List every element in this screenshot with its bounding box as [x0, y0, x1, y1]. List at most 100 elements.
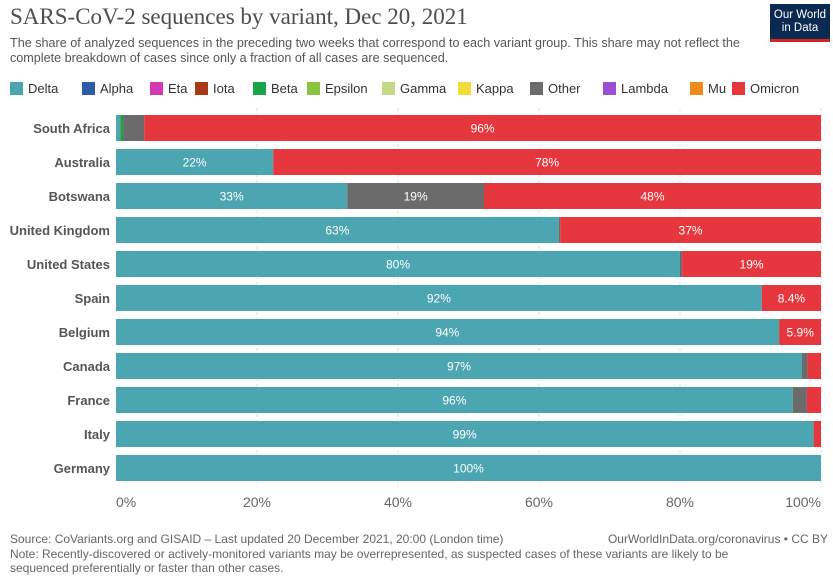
bar-segment-omicron	[761, 285, 821, 311]
legend-label: Beta	[271, 81, 298, 96]
x-tick-label: 0%	[116, 494, 136, 510]
legend-item-lambda[interactable]: Lambda	[603, 81, 668, 96]
data-label: 78%	[535, 156, 559, 170]
data-label: 80%	[386, 258, 410, 272]
legend-item-mu[interactable]: Mu	[690, 81, 726, 96]
category-label: South Africa	[33, 121, 111, 136]
bar-segment-delta	[116, 421, 814, 447]
legend-swatch	[253, 82, 266, 95]
legend-item-other[interactable]: Other	[530, 81, 581, 96]
footnote: Note: Recently-discovered or actively-mo…	[10, 547, 729, 575]
category-label: France	[67, 393, 110, 408]
data-label: 99%	[453, 428, 477, 442]
bar-segment-delta	[116, 285, 762, 311]
legend-item-gamma[interactable]: Gamma	[382, 81, 446, 96]
legend-label: Kappa	[476, 81, 514, 96]
bar-segment-omicron	[807, 353, 821, 379]
bar-segment-omicron	[682, 251, 821, 277]
legend-label: Iota	[213, 81, 235, 96]
data-label: 48%	[640, 190, 664, 204]
legend-item-alpha[interactable]: Alpha	[82, 81, 133, 96]
bar-segment-other	[801, 353, 808, 379]
stacked-bar-chart: 0% 20% 40% 60% 80% 100% South Africa 96% Austral…	[10, 108, 822, 510]
bar-segment-omicron	[806, 387, 821, 413]
bar-segment-other	[347, 183, 485, 209]
bar-segment-delta	[116, 115, 121, 141]
data-label: 63%	[325, 224, 349, 238]
bar-segment-omicron	[779, 319, 821, 345]
legend-label: Epsilon	[325, 81, 368, 96]
logo-line-2: in Data	[781, 22, 819, 34]
x-tick-label: 60%	[525, 494, 553, 510]
legend-swatch	[150, 82, 163, 95]
data-label: 37%	[679, 224, 703, 238]
legend-item-eta[interactable]: Eta	[150, 81, 188, 96]
x-tick-label: 100%	[785, 494, 821, 510]
bar-segment-delta	[116, 149, 274, 175]
data-label: 100%	[453, 462, 484, 476]
owid-logo[interactable]: Our World in Data	[770, 4, 830, 42]
x-tick-label: 80%	[666, 494, 694, 510]
bar-segment-omicron	[273, 149, 822, 175]
legend-label: Gamma	[400, 81, 447, 96]
legend-swatch	[195, 82, 208, 95]
legend-item-beta[interactable]: Beta	[253, 81, 298, 96]
legend-label: Omicron	[750, 81, 800, 96]
bar-segment-omicron	[144, 115, 821, 141]
legend-item-delta[interactable]: Delta	[10, 81, 58, 96]
category-label: Germany	[54, 461, 111, 476]
legend-item-omicron[interactable]: Omicron	[732, 81, 799, 96]
legend-swatch	[307, 82, 320, 95]
bar-segment-other	[813, 421, 814, 447]
data-label: 19%	[740, 258, 764, 272]
bar-segment-omicron	[484, 183, 821, 209]
bar-segment-delta	[116, 319, 779, 345]
bar-segment-other	[778, 319, 780, 345]
chart-title: SARS-CoV-2 sequences by variant, Dec 20,…	[10, 4, 468, 29]
bar-segment-other	[558, 217, 561, 243]
data-label: 94%	[435, 326, 459, 340]
legend-swatch	[382, 82, 395, 95]
legend-swatch	[732, 82, 745, 95]
bar-segment-omicron	[813, 421, 821, 447]
bar-segment-delta	[116, 387, 793, 413]
legend-swatch	[458, 82, 471, 95]
bar-segment-omicron	[560, 217, 821, 243]
legend-label: Lambda	[621, 81, 668, 96]
legend-swatch	[530, 82, 543, 95]
logo-line-1: Our World	[773, 9, 827, 21]
x-tick-label: 40%	[384, 494, 412, 510]
source-note: Source: CoVariants.org and GISAID – Last…	[10, 532, 504, 546]
chart-subtitle: The share of analyzed sequences in the p…	[10, 36, 740, 65]
legend-swatch	[82, 82, 95, 95]
legend-item-iota[interactable]: Iota	[195, 81, 235, 96]
data-label: 97%	[447, 360, 471, 374]
legend-item-epsilon[interactable]: Epsilon	[307, 81, 368, 96]
site-link[interactable]: OurWorldInData.org/coronavirus • CC BY	[607, 532, 828, 546]
data-label: 22%	[183, 156, 207, 170]
data-label: 19%	[404, 190, 428, 204]
category-label: United States	[27, 257, 110, 272]
bar-segment-beta	[120, 115, 124, 141]
data-label: 96%	[471, 122, 495, 136]
x-tick-label: 20%	[243, 494, 271, 510]
category-label: United Kingdom	[10, 223, 110, 238]
category-label: Australia	[54, 155, 110, 170]
legend-label: Eta	[168, 81, 188, 96]
category-label: Italy	[84, 427, 111, 442]
legend-swatch	[690, 82, 703, 95]
bar-segment-other	[792, 387, 807, 413]
bar-segment-delta	[116, 353, 802, 379]
legend-swatch	[603, 82, 616, 95]
bar-segment-other	[123, 115, 145, 141]
bar-segment-delta	[116, 455, 821, 481]
category-label: Belgium	[59, 325, 110, 340]
bar-segment-delta	[116, 251, 680, 277]
category-label: Canada	[63, 359, 111, 374]
data-label: 8.4%	[778, 292, 806, 306]
bar-segment-delta	[116, 217, 559, 243]
legend-label: Alpha	[100, 81, 134, 96]
data-label: 96%	[442, 394, 466, 408]
legend-item-kappa[interactable]: Kappa	[458, 81, 514, 96]
category-label: Spain	[75, 291, 110, 306]
